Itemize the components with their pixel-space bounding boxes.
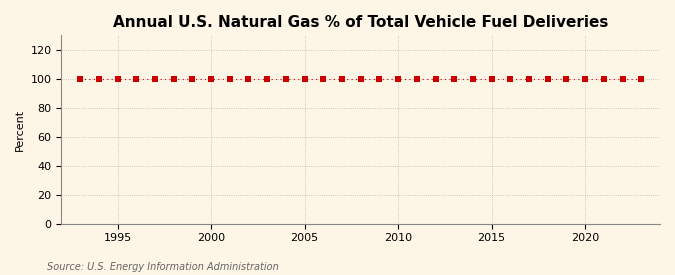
Y-axis label: Percent: Percent: [15, 109, 25, 151]
Title: Annual U.S. Natural Gas % of Total Vehicle Fuel Deliveries: Annual U.S. Natural Gas % of Total Vehic…: [113, 15, 608, 30]
Text: Source: U.S. Energy Information Administration: Source: U.S. Energy Information Administ…: [47, 262, 279, 272]
